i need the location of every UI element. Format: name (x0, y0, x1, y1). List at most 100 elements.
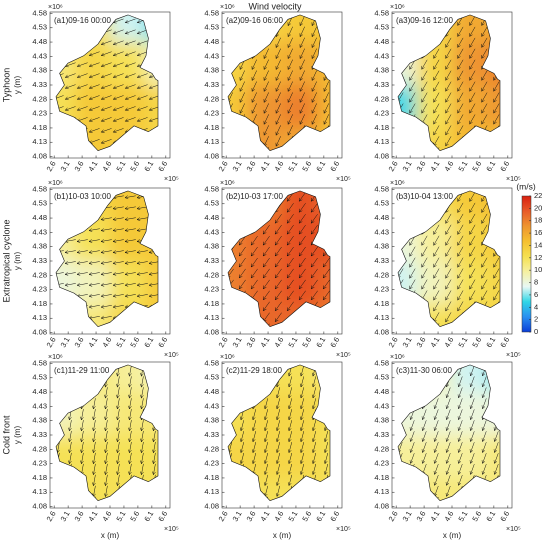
wind-arrow (56, 474, 60, 487)
wind-arrow (239, 387, 245, 399)
wind-arrow (148, 217, 158, 221)
wind-arrow (481, 431, 487, 443)
wind-arrow (445, 453, 451, 464)
x-tick-label: 2.6 (45, 159, 58, 173)
wind-arrow (398, 48, 404, 59)
wind-arrow (250, 312, 258, 323)
wind-arrow (148, 283, 158, 287)
panel: (a1)09-16 00:00 4.08 4.13 4.18 4.23 4.28 4.33 4… (13, 4, 179, 183)
wind-arrow (409, 70, 416, 81)
x-tick-label: 3.6 (415, 159, 428, 173)
wind-arrow (251, 387, 257, 399)
wind-arrow (322, 192, 330, 202)
panel: (a3)09-16 12:00 4.08 4.13 4.18 4.23 4.28 4.33 4… (374, 4, 520, 183)
wind-arrow (251, 103, 257, 114)
wind-arrow (274, 257, 282, 268)
x-tick-label: 4.1 (258, 159, 271, 173)
y-tick-label: 4.43 (374, 227, 389, 236)
wind-arrow (445, 59, 452, 70)
wind-arrow (262, 268, 270, 279)
x-tick-label: 3.6 (73, 509, 86, 523)
y-tick-label: 4.13 (204, 487, 219, 496)
wind-arrow (251, 59, 257, 70)
wind-arrow (298, 290, 306, 301)
wind-arrow (445, 409, 451, 421)
wind-arrow (421, 81, 428, 92)
wind-arrow (287, 103, 293, 114)
wind-arrow (148, 294, 158, 298)
wind-arrow (140, 463, 144, 476)
wind-arrow (469, 365, 475, 377)
wind-arrow (398, 464, 403, 476)
wind-arrow (140, 420, 144, 432)
wind-arrow (457, 202, 464, 213)
wind-arrow (239, 474, 245, 487)
wind-arrow (136, 51, 148, 57)
wind-arrow (100, 84, 112, 90)
x-tick-label: 5.6 (470, 509, 483, 523)
wind-arrow (481, 257, 488, 268)
x-tick-label: 5.1 (286, 159, 299, 173)
wind-arrow (80, 387, 84, 399)
y-tick-label: 4.28 (204, 270, 219, 279)
wind-arrow (124, 29, 136, 35)
x-tick-label: 4.6 (442, 159, 455, 173)
wind-arrow (239, 103, 245, 114)
wind-arrow (104, 398, 108, 410)
y-tick-label: 4.13 (32, 313, 47, 322)
wind-arrow (323, 81, 329, 92)
wind-arrow (421, 125, 428, 136)
x-tick-label: 3.1 (401, 335, 414, 349)
wind-arrow (239, 376, 245, 388)
wind-arrow (421, 409, 427, 421)
wind-arrow (493, 92, 500, 103)
wind-arrow (275, 136, 281, 147)
wind-arrow (112, 217, 124, 221)
wind-arrow (56, 128, 64, 133)
wind-arrow (250, 257, 258, 268)
x-tick-label: 6.6 (498, 509, 511, 523)
y-tick-label: 4.53 (374, 373, 389, 382)
speed-cell (56, 391, 75, 436)
x-multiplier: ×10⁵ (164, 176, 179, 183)
wind-arrow (299, 37, 305, 49)
y-tick-label: 4.48 (32, 37, 47, 46)
wind-arrow (323, 442, 329, 454)
wind-arrow (398, 136, 404, 147)
x-tick-label: 3.6 (415, 509, 428, 523)
y-tick-label: 4.48 (204, 37, 219, 46)
wind-arrow (228, 114, 233, 125)
wind-arrow (262, 235, 270, 246)
y-tick-label: 4.38 (374, 416, 389, 425)
wind-arrow (287, 409, 293, 421)
wind-arrow (238, 246, 246, 257)
wind-arrow (104, 485, 108, 498)
wind-arrow (136, 95, 148, 101)
wind-arrow (92, 452, 96, 465)
wind-arrow (323, 376, 329, 388)
wind-arrow (228, 26, 233, 38)
wind-arrow (433, 70, 440, 81)
wind-arrow (239, 125, 245, 136)
wind-arrow (286, 203, 294, 213)
wind-arrow (409, 475, 415, 486)
x-tick-label: 6.1 (484, 509, 497, 523)
wind-arrow (116, 387, 120, 399)
wind-arrow (493, 268, 500, 279)
wind-arrow (238, 323, 246, 327)
coastline (227, 190, 331, 328)
wind-arrow (124, 195, 136, 200)
wind-arrow (298, 268, 306, 279)
wind-arrow (238, 257, 246, 268)
wind-arrow (251, 409, 257, 421)
wind-arrow (433, 475, 439, 486)
y-tick-label: 4.43 (32, 227, 47, 236)
wind-arrow (323, 452, 329, 465)
wind-arrow (433, 81, 440, 92)
wind-arrow (64, 51, 76, 57)
wind-arrow (469, 442, 475, 454)
speed-cell (228, 391, 247, 436)
wind-arrow (148, 51, 158, 57)
wind-arrow (251, 125, 257, 136)
wind-arrow (457, 235, 464, 246)
